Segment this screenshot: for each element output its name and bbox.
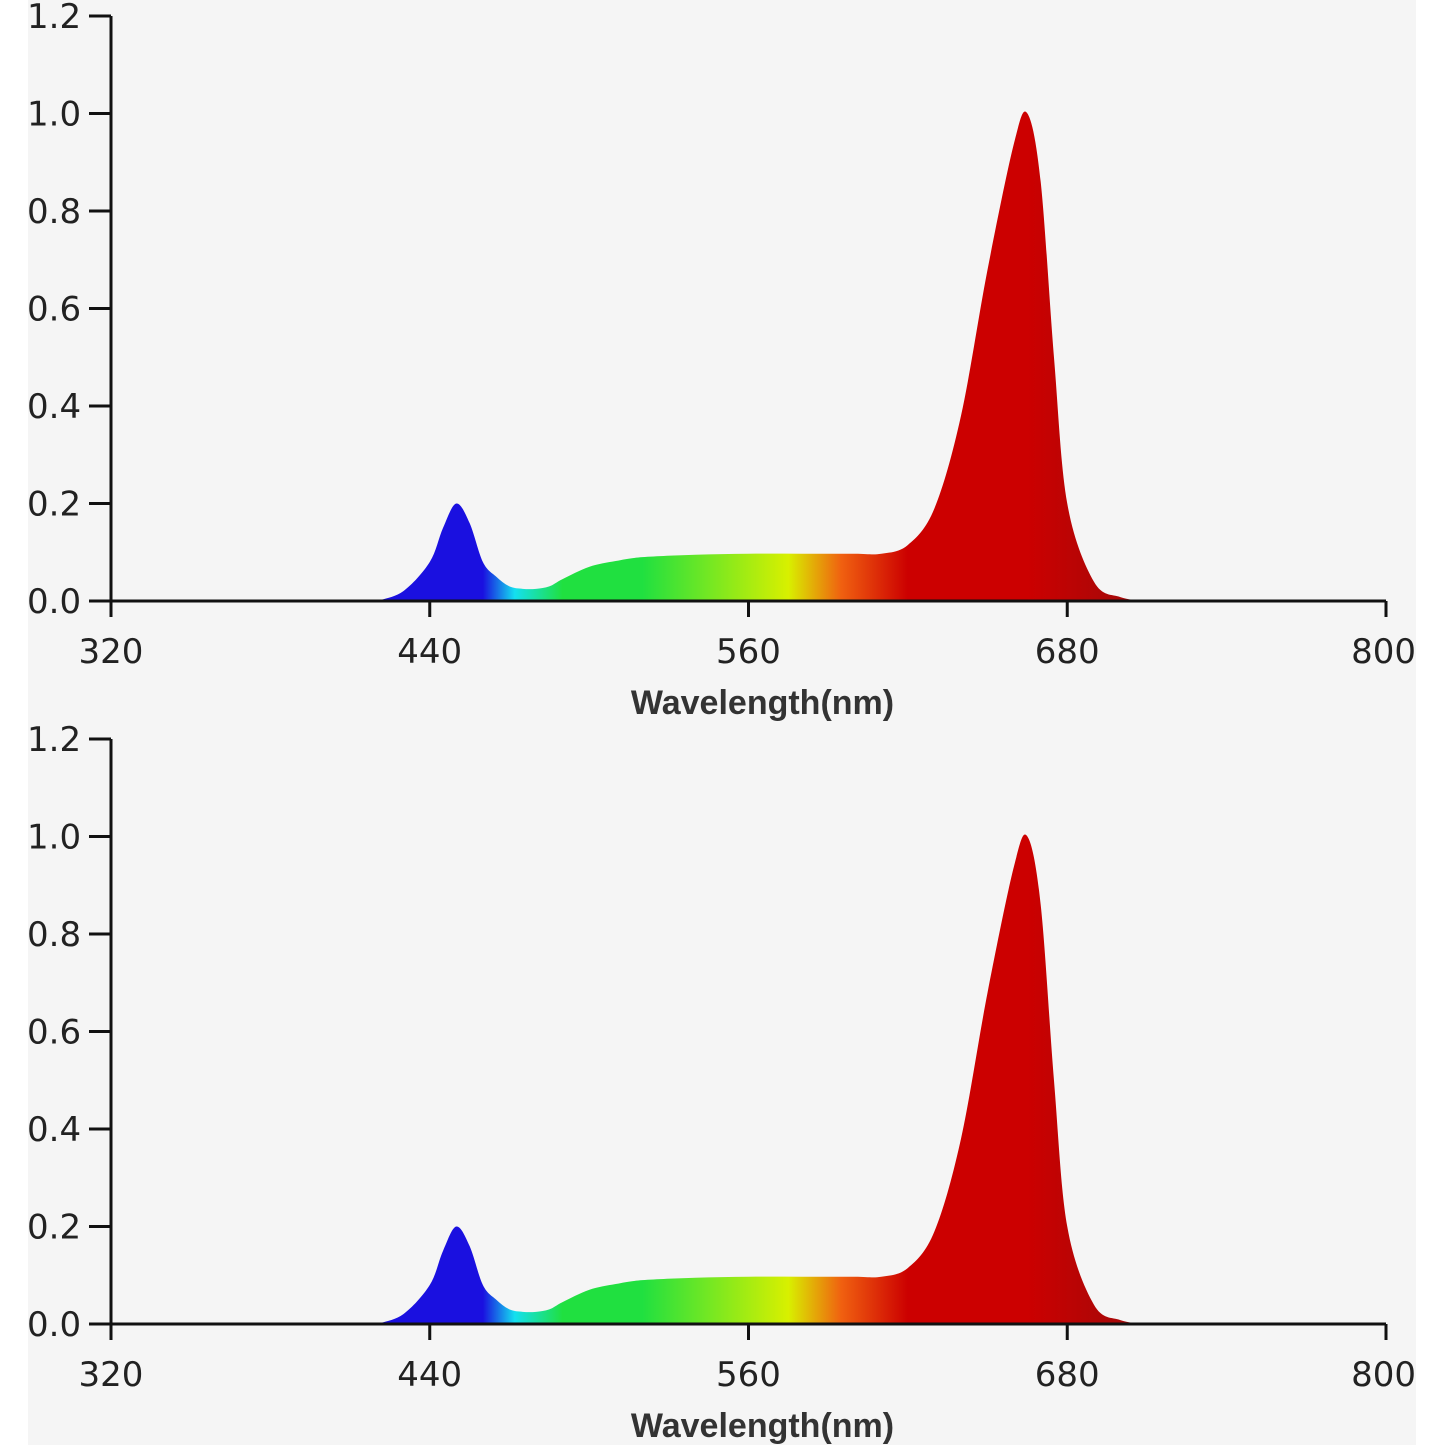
y-tick-label: 1.0 xyxy=(27,95,81,135)
x-tick-label: 440 xyxy=(397,1355,462,1395)
x-tick-label: 800 xyxy=(1351,1355,1416,1395)
x-tick-label: 440 xyxy=(397,632,462,672)
y-tick-label: 1.2 xyxy=(27,720,81,760)
chart-background xyxy=(28,0,1416,1445)
y-tick-label: 0.4 xyxy=(27,387,81,427)
spectrum-chart-top: 0.0 0.2 0.4 0.6 0.8 1.0 1.2 320 440 560 680 800 Wave… xyxy=(27,0,1416,722)
y-tick-label: 0.8 xyxy=(27,915,81,955)
spectrum-area xyxy=(376,834,1147,1324)
x-tick-label: 680 xyxy=(1035,1355,1100,1395)
x-tick-label: 800 xyxy=(1351,632,1416,672)
x-tick-label: 680 xyxy=(1035,632,1100,672)
x-tick-label: 560 xyxy=(716,632,781,672)
y-tick-label: 0.2 xyxy=(27,1208,81,1248)
y-tick-label: 0.8 xyxy=(27,192,81,232)
x-tick-label: 320 xyxy=(79,632,144,672)
y-tick-label: 0.0 xyxy=(27,1305,81,1345)
x-tick-label: 320 xyxy=(79,1355,144,1395)
spectrum-chart-bottom: 0.0 0.2 0.4 0.6 0.8 1.0 1.2 320 440 560 680 800 Wave… xyxy=(27,720,1416,1445)
y-tick-label: 0.2 xyxy=(27,485,81,525)
x-tick-label: 560 xyxy=(716,1355,781,1395)
y-tick-label: 0.6 xyxy=(27,290,81,330)
x-axis-title: Wavelength(nm) xyxy=(631,684,894,722)
x-axis-title: Wavelength(nm) xyxy=(631,1407,894,1445)
y-tick-label: 1.2 xyxy=(27,0,81,37)
y-tick-label: 0.0 xyxy=(27,582,81,622)
spectrum-area xyxy=(376,111,1147,602)
y-tick-label: 0.6 xyxy=(27,1013,81,1053)
y-tick-label: 0.4 xyxy=(27,1110,81,1150)
y-tick-label: 1.0 xyxy=(27,818,81,858)
